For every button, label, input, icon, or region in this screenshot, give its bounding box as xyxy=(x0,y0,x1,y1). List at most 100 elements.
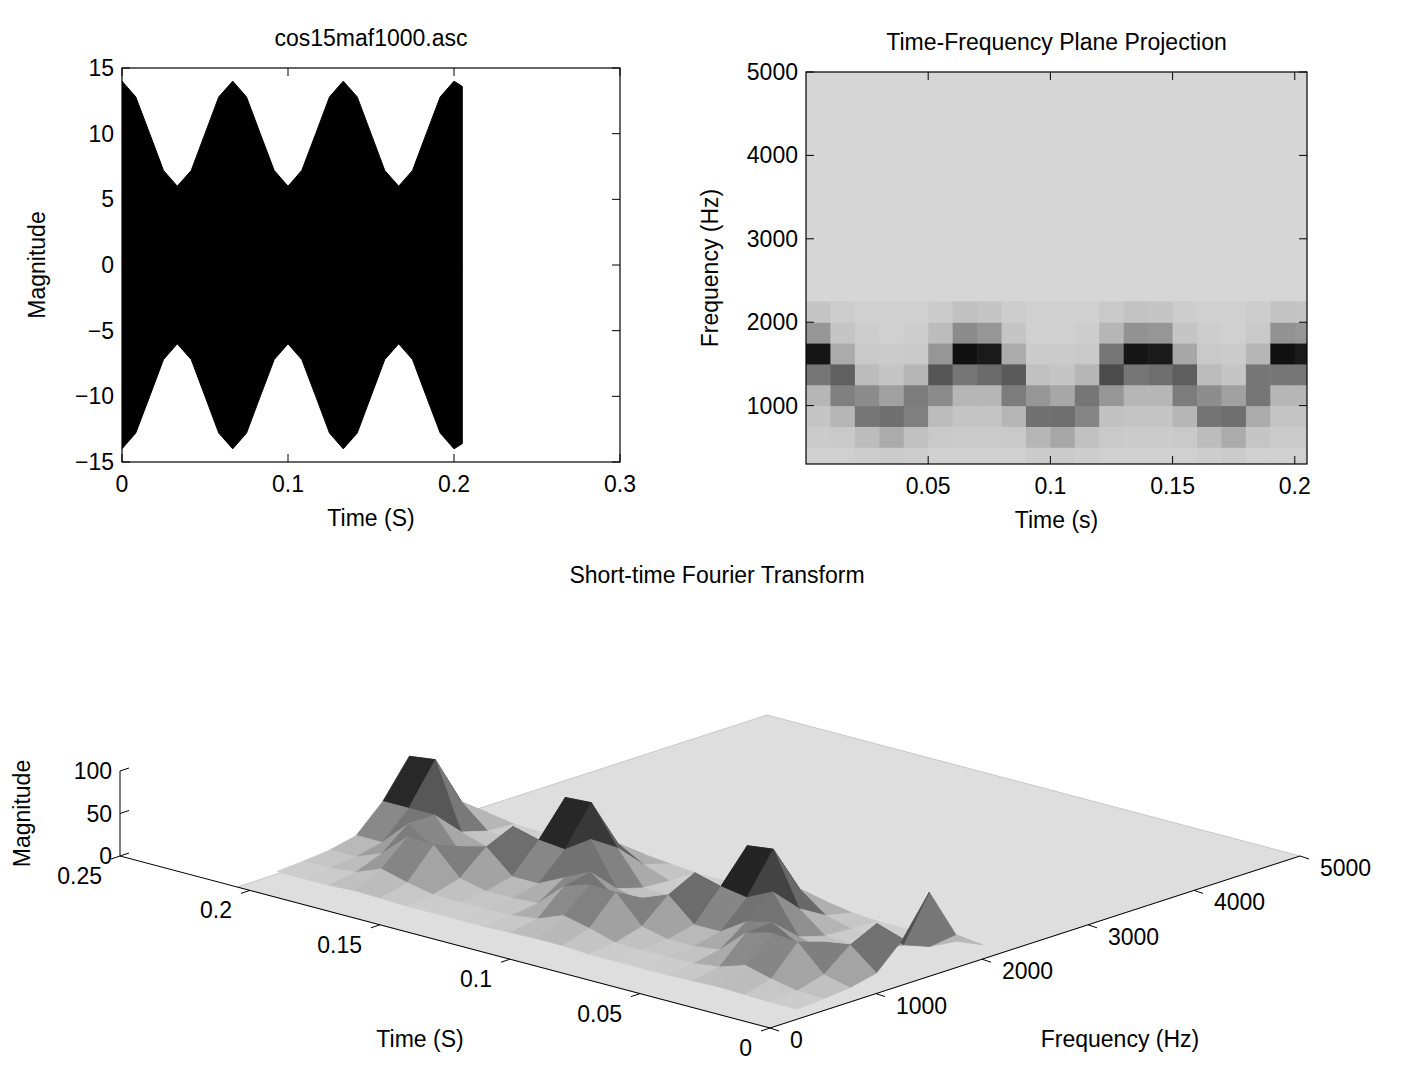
heat-cell xyxy=(1246,385,1271,406)
title: Time-Frequency Plane Projection xyxy=(886,29,1226,55)
x-tick xyxy=(1294,456,1295,464)
signal-area xyxy=(122,81,462,265)
heat-cell xyxy=(1173,426,1198,447)
y-tick xyxy=(806,322,814,323)
frequency-tick-label: 0 xyxy=(790,1027,803,1053)
y-tick xyxy=(122,68,130,69)
heat-cell xyxy=(830,364,855,385)
y-tick xyxy=(122,199,130,200)
x-tick-label: 0.2 xyxy=(1279,473,1311,499)
frequency-tick-label: 3000 xyxy=(1108,924,1159,950)
heat-cell xyxy=(1075,364,1100,385)
heat-cell xyxy=(1099,447,1124,464)
x-tick xyxy=(620,68,621,76)
heat-cell xyxy=(1221,406,1246,427)
heat-cell xyxy=(1002,364,1027,385)
heat-cell xyxy=(977,406,1002,427)
heat-cell xyxy=(904,322,929,343)
x-tick-label: 0.1 xyxy=(272,471,304,497)
surface-patch xyxy=(903,892,956,946)
heat-cell xyxy=(1099,406,1124,427)
heat-cell xyxy=(1002,343,1027,364)
heat-cell xyxy=(879,364,904,385)
heat-cell xyxy=(855,343,880,364)
y-tick xyxy=(122,462,130,463)
magnitude-tick-label: 50 xyxy=(86,801,112,827)
heat-cell xyxy=(1197,426,1222,447)
magnitude-axis-title: Magnitude xyxy=(9,760,35,867)
heat-cell xyxy=(1075,301,1100,322)
plot-frame xyxy=(122,68,620,462)
heat-cell xyxy=(1221,301,1246,322)
signal-area xyxy=(122,265,462,449)
heat-cell xyxy=(1295,406,1307,427)
heat-cell xyxy=(953,301,978,322)
heat-cell xyxy=(928,426,953,447)
frequency-tick xyxy=(982,959,991,962)
heat-cell xyxy=(1050,406,1075,427)
heat-cell xyxy=(1246,406,1271,427)
heat-cell xyxy=(1148,426,1173,447)
time-tick-label: 0 xyxy=(739,1035,752,1061)
heat-cell xyxy=(1099,364,1124,385)
heat-cell xyxy=(1002,301,1027,322)
heat-cell xyxy=(904,301,929,322)
x-tick xyxy=(1172,456,1173,464)
x-tick xyxy=(288,68,289,76)
heat-cell xyxy=(1050,322,1075,343)
y-tick xyxy=(806,155,814,156)
frequency-tick-label: 1000 xyxy=(896,993,947,1019)
y-tick xyxy=(612,462,620,463)
heat-cell xyxy=(1026,447,1051,464)
y-tick xyxy=(122,396,130,397)
x-tick xyxy=(454,454,455,462)
y-tick-label: −5 xyxy=(88,318,114,344)
heat-cell xyxy=(1148,447,1173,464)
heat-cell xyxy=(855,406,880,427)
heat-cell xyxy=(1221,447,1246,464)
heat-cell xyxy=(1295,426,1307,447)
heat-cell xyxy=(1099,322,1124,343)
heat-cell xyxy=(806,406,831,427)
heat-cell xyxy=(928,364,953,385)
plot-frame xyxy=(806,72,1307,464)
heat-cell xyxy=(1270,447,1295,464)
time-tick xyxy=(501,959,510,962)
y-tick xyxy=(122,265,130,266)
heat-cell xyxy=(1246,322,1271,343)
heat-cell xyxy=(1050,364,1075,385)
y-tick xyxy=(612,68,620,69)
y-tick-label: 5000 xyxy=(747,59,798,85)
heat-cell xyxy=(928,385,953,406)
x-tick xyxy=(1050,72,1051,80)
heat-cell xyxy=(1124,301,1149,322)
frequency-tick-label: 4000 xyxy=(1214,889,1265,915)
x-tick-label: 0.05 xyxy=(906,473,951,499)
x-tick xyxy=(928,72,929,80)
x-tick xyxy=(1050,456,1051,464)
y-tick-label: 10 xyxy=(88,121,114,147)
heat-cell xyxy=(855,301,880,322)
y-tick xyxy=(612,133,620,134)
heat-cell xyxy=(1173,322,1198,343)
panel: 00.050.10.150.20.25010002000300040005000… xyxy=(9,562,1371,1061)
time-tick-label: 0.15 xyxy=(317,932,362,958)
heat-cell xyxy=(977,343,1002,364)
heat-cell xyxy=(879,406,904,427)
heat-cell xyxy=(1246,447,1271,464)
heat-cell xyxy=(1173,385,1198,406)
y-tick xyxy=(1299,72,1307,73)
heat-cell xyxy=(806,385,831,406)
time-tick-label: 0.05 xyxy=(577,1001,622,1027)
x-tick-label: 0.1 xyxy=(1034,473,1066,499)
heat-cell xyxy=(1148,322,1173,343)
heat-cell xyxy=(1050,343,1075,364)
heat-cell xyxy=(977,364,1002,385)
heat-cell xyxy=(1124,426,1149,447)
x-tick xyxy=(1172,72,1173,80)
heat-cell xyxy=(1002,406,1027,427)
frequency-tick-label: 5000 xyxy=(1320,855,1371,881)
heat-cell xyxy=(1197,406,1222,427)
heat-cell xyxy=(1099,301,1124,322)
heat-cell xyxy=(1246,343,1271,364)
